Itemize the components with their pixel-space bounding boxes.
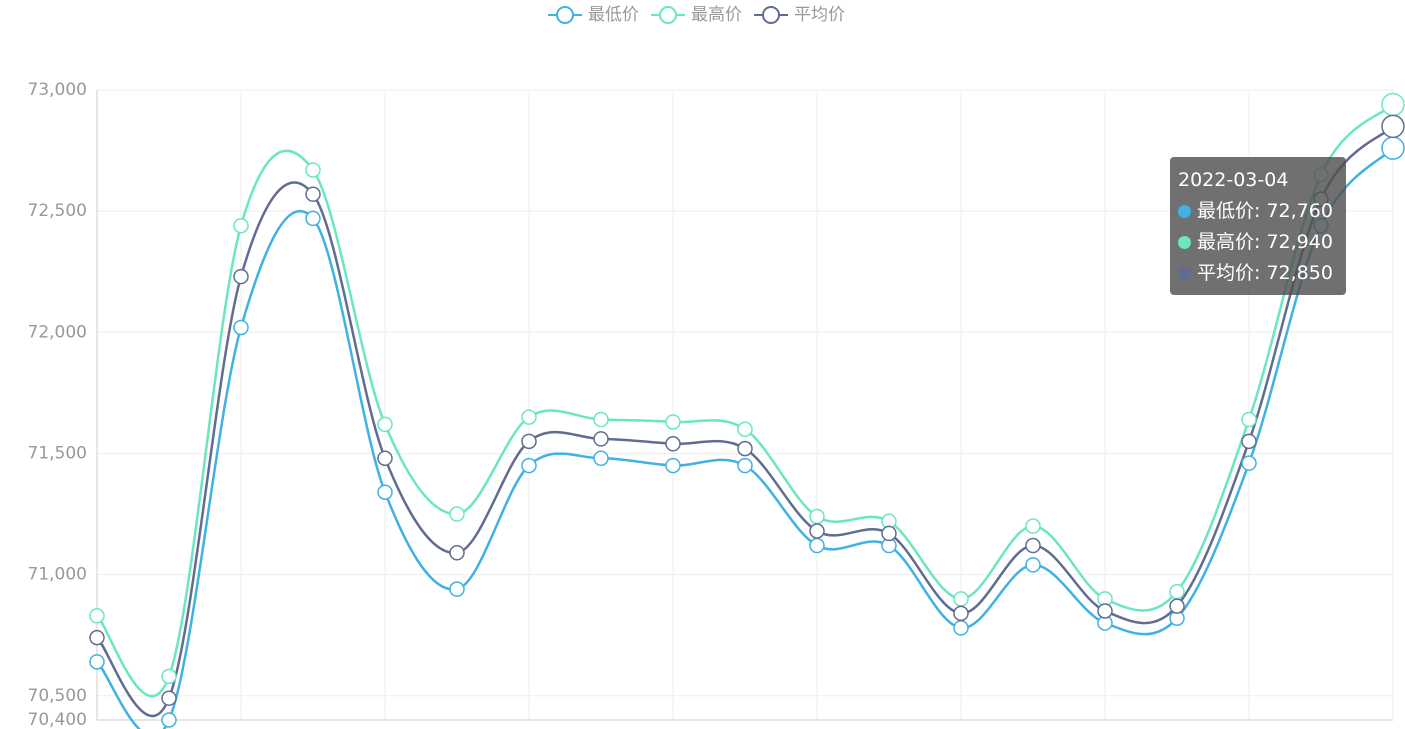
data-point [161, 712, 177, 728]
y-tick-label: 71,000 [28, 565, 87, 585]
data-point [737, 440, 753, 457]
series-line [96, 147, 1394, 729]
legend-marker [762, 6, 780, 24]
tooltip-marker [1178, 236, 1191, 249]
data-point [737, 421, 753, 437]
tooltip-row: 平均价: 72,850 [1178, 258, 1346, 289]
data-point [1241, 433, 1257, 450]
tooltip-marker [1178, 205, 1191, 218]
data-point [593, 411, 609, 428]
data-point [89, 629, 105, 646]
data-point [953, 605, 969, 622]
data-point [377, 450, 393, 467]
data-point [1025, 537, 1041, 554]
y-tick-label: 72,500 [28, 201, 87, 221]
data-point [1097, 603, 1113, 619]
data-point [377, 484, 393, 500]
data-point [593, 450, 609, 467]
data-point [1241, 455, 1257, 471]
legend-marker [556, 6, 574, 24]
tooltip-series-name: 最低价 [1197, 200, 1255, 222]
data-point [161, 668, 177, 685]
series-line [96, 125, 1394, 718]
data-point [233, 217, 249, 234]
data-point [1169, 598, 1185, 614]
legend-label: 平均价 [794, 5, 845, 25]
data-point [809, 537, 825, 554]
tooltip-series-name: 平均价 [1197, 262, 1255, 284]
data-point [305, 210, 321, 227]
data-point [593, 431, 609, 447]
data-point [161, 690, 177, 706]
tooltip-row: 最高价: 72,940 [1178, 227, 1346, 258]
data-point [449, 506, 465, 522]
legend-item: 最高价 [651, 5, 742, 25]
data-point [1381, 92, 1405, 117]
tooltip-row: 最低价: 72,760 [1178, 196, 1346, 227]
y-tick-label: 73,000 [28, 80, 87, 100]
data-point [1025, 557, 1041, 573]
plot [89, 92, 1405, 729]
y-tick-label: 70,500 [28, 686, 87, 706]
legend-label: 最低价 [588, 5, 639, 25]
tooltip-series-name: 最高价 [1197, 231, 1255, 253]
series-line [96, 103, 1394, 698]
legend-item: 最低价 [548, 5, 639, 25]
data-point [809, 523, 825, 539]
tooltip-marker [1178, 267, 1191, 280]
data-point [665, 436, 681, 452]
data-point [737, 457, 753, 474]
y-tick-label: 70,400 [28, 710, 87, 729]
data-point [305, 186, 321, 202]
data-point [665, 414, 681, 430]
data-point [953, 620, 969, 636]
data-point [521, 409, 537, 425]
tooltip-value: 72,760 [1266, 200, 1333, 222]
data-point [89, 608, 105, 624]
data-point [953, 591, 969, 607]
data-point [665, 457, 681, 474]
data-point [521, 433, 537, 450]
data-point [1025, 518, 1041, 534]
legend-marker [659, 6, 677, 24]
data-point [89, 654, 105, 670]
data-point [449, 581, 465, 597]
data-point [233, 319, 249, 336]
data-point [1169, 583, 1185, 600]
tooltip-value: 72,850 [1266, 262, 1333, 284]
legend: 最低价 最高价 平均价 [548, 5, 845, 25]
y-tick-label: 72,000 [28, 322, 87, 342]
tooltip-title: 2022-03-04 [1178, 169, 1289, 191]
tooltip-value: 72,940 [1266, 231, 1333, 253]
data-point [233, 268, 249, 285]
data-point [377, 416, 393, 433]
legend-label: 最高价 [691, 5, 742, 25]
data-point [305, 162, 321, 178]
data-point [1241, 411, 1257, 428]
data-point [521, 457, 537, 474]
data-point [449, 545, 465, 561]
data-point [1381, 136, 1405, 160]
tooltip: 2022-03-04 最低价: 72,760 最高价: 72,940 平均价: 72… [1170, 157, 1346, 295]
data-point [881, 525, 897, 542]
legend-item: 平均价 [754, 5, 845, 25]
data-point [809, 508, 825, 525]
y-tick-label: 71,500 [28, 443, 87, 463]
data-point [1381, 114, 1405, 139]
